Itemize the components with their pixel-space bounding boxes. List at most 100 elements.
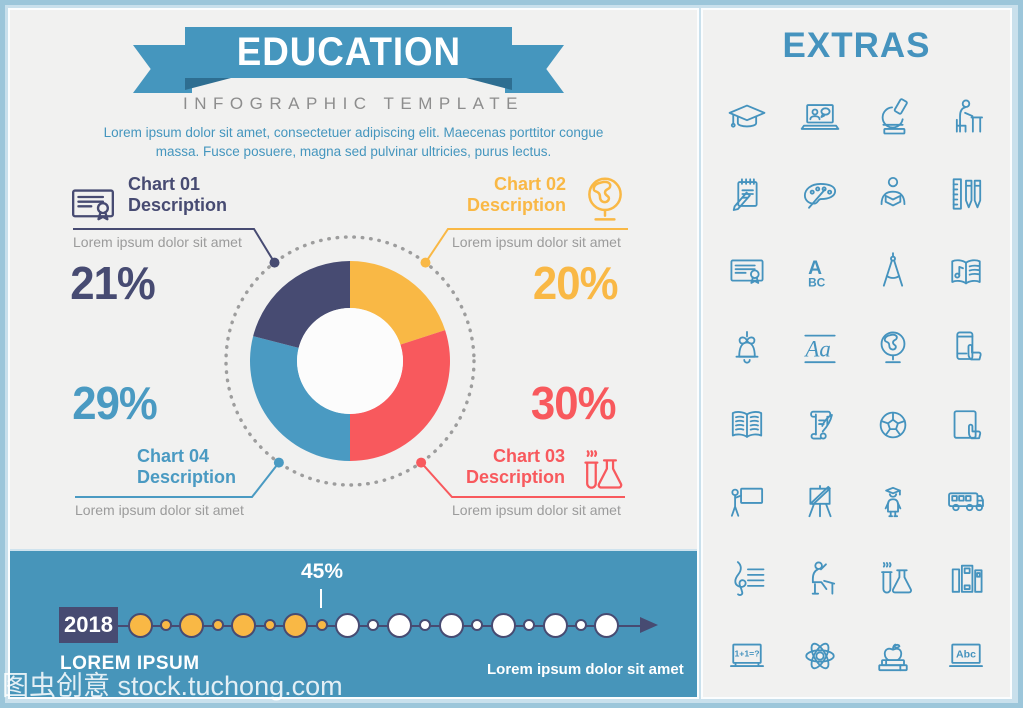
- scroll-and-quill-icon: [784, 386, 857, 463]
- callout-chart03-line1: Chart 03: [492, 446, 565, 466]
- treble-clef-icon: [711, 540, 784, 617]
- donut-chart: [73, 228, 628, 498]
- callout-chart04-title: Chart 04 Description: [137, 446, 236, 488]
- callout-chart02-title: Chart 02 Description: [388, 174, 566, 216]
- callout-chart02-line2: Description: [466, 195, 566, 215]
- donut-slice: [253, 261, 350, 348]
- callout-connector-line: [75, 461, 280, 498]
- callout-chart04-line2: Description: [137, 467, 237, 487]
- student-raising-hand-icon: [784, 540, 857, 617]
- intro-line-1: Lorem ipsum dolor sit amet, consectetuer…: [103, 125, 604, 140]
- callout-chart01-line2: Description: [128, 195, 228, 215]
- ribbon-fold-right: [466, 78, 512, 90]
- callout-chart04-line1: Chart 04: [137, 446, 210, 466]
- timeline-footer: 45% 2018 LOREM IPSUM Lorem ipsum dolor s…: [10, 549, 697, 697]
- callout-chart04-caption: Lorem ipsum dolor sit amet: [75, 502, 244, 518]
- callout-chart03-title: Chart 03 Description: [385, 446, 565, 488]
- teacher-at-board-icon: [711, 463, 784, 540]
- school-bell-icon: [711, 309, 784, 386]
- timeline-dot: [542, 612, 568, 638]
- callout-connector-dot: [273, 457, 284, 468]
- callout-chart01-title: Chart 01 Description: [128, 174, 227, 216]
- chemistry-flasks-icon: [857, 540, 930, 617]
- timeline-dot: [335, 612, 361, 638]
- timeline-dot: [523, 619, 536, 631]
- globe-icon: [575, 170, 635, 230]
- student-at-desk-icon: [929, 78, 1002, 155]
- drafting-compass-icon: [857, 232, 930, 309]
- chemistry-flasks-icon: [572, 444, 626, 498]
- music-book-icon: [929, 232, 1002, 309]
- certificate-icon: [711, 232, 784, 309]
- timeline-dot: [386, 612, 412, 638]
- timeline-dot: [231, 612, 257, 638]
- abc-slate-icon: [929, 617, 1002, 694]
- timeline-dot: [159, 619, 172, 631]
- callout-connector-dot: [416, 457, 427, 468]
- timeline-dot: [594, 612, 620, 638]
- graduate-student-icon: [857, 463, 930, 540]
- title-ribbon: EDUCATION: [185, 27, 512, 78]
- callout-chart03-line2: Description: [465, 467, 565, 487]
- microscope-icon: [857, 78, 930, 155]
- globe-icon: [857, 309, 930, 386]
- timeline-marker-tick: [320, 589, 322, 608]
- video-call-icon: [784, 78, 857, 155]
- donut-slice: [350, 330, 450, 461]
- page-title: EDUCATION: [236, 30, 461, 74]
- callout-chart03-percent: 30%: [530, 377, 617, 429]
- timeline-dot: [490, 612, 516, 638]
- timeline-marker-label: 45%: [300, 560, 344, 583]
- intro-text: Lorem ipsum dolor sit amet, consectetuer…: [10, 123, 697, 161]
- book-binders-icon: [929, 540, 1002, 617]
- page-subtitle: INFOGRAPHIC TEMPLATE: [183, 94, 524, 113]
- apple-on-books-icon: [857, 617, 930, 694]
- callout-chart02-line1: Chart 02: [493, 174, 566, 194]
- notepad-pencil-icon: [711, 155, 784, 232]
- school-bus-icon: [929, 463, 1002, 540]
- callout-chart01-caption: Lorem ipsum dolor sit amet: [73, 234, 242, 250]
- intro-line-2: massa. Fusce posuere, magna sed pulvinar…: [155, 144, 552, 159]
- timeline-dot: [127, 612, 153, 638]
- timeline-dot: [471, 619, 484, 631]
- handwriting-aa-icon: [784, 309, 857, 386]
- footer-left-label: LOREM IPSUM: [60, 653, 200, 674]
- callout-connector-line: [420, 461, 625, 498]
- extras-title: EXTRAS: [782, 26, 931, 65]
- callout-chart02-caption: Lorem ipsum dolor sit amet: [452, 234, 621, 250]
- callout-connector-line: [73, 228, 276, 264]
- timeline-dot: [211, 619, 224, 631]
- callout-chart03-caption: Lorem ipsum dolor sit amet: [452, 502, 621, 518]
- person-reading-icon: [857, 155, 930, 232]
- donut-slice: [250, 336, 350, 461]
- timeline-dot: [315, 619, 328, 631]
- timeline-dot: [438, 612, 464, 638]
- math-equation-board-icon: [711, 617, 784, 694]
- footer-right-label: Lorem ipsum dolor sit amet: [487, 661, 684, 678]
- tablet-touch-icon: [929, 386, 1002, 463]
- timeline-dot: [263, 619, 276, 631]
- easel-and-brush-icon: [784, 463, 857, 540]
- soccer-ball-icon: [857, 386, 930, 463]
- paint-palette-icon: [784, 155, 857, 232]
- certificate-icon: [65, 176, 121, 232]
- donut-slice: [350, 261, 446, 345]
- atom-icon: [784, 617, 857, 694]
- timeline-dot: [419, 619, 432, 631]
- callout-chart01-percent: 21%: [70, 257, 156, 309]
- extras-icon-grid: [711, 78, 1002, 694]
- extras-panel: EXTRAS: [703, 10, 1010, 697]
- graduation-cap-icon: [711, 78, 784, 155]
- main-infographic-panel: EDUCATION INFOGRAPHIC TEMPLATE Lorem ips…: [10, 10, 697, 697]
- timeline-arrow-icon: [640, 616, 658, 633]
- callout-chart02-percent: 20%: [532, 257, 619, 309]
- open-book-icon: [711, 386, 784, 463]
- callout-chart01-line1: Chart 01: [128, 174, 201, 194]
- ruler-and-pens-icon: [929, 155, 1002, 232]
- callout-connector-dot: [269, 257, 280, 268]
- callout-connector-line: [424, 228, 628, 264]
- timeline-dot: [574, 619, 587, 631]
- smartphone-touch-icon: [929, 309, 1002, 386]
- callout-chart04-percent: 29%: [72, 377, 158, 429]
